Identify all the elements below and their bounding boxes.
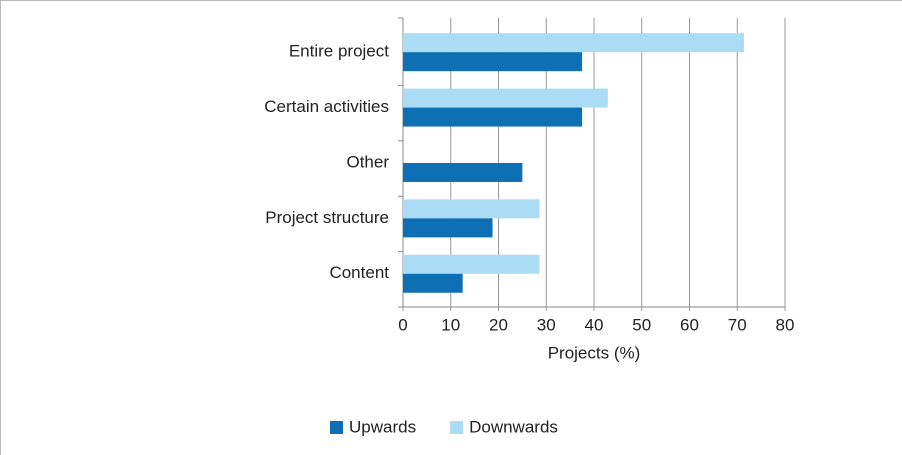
x-tick-label: 10 bbox=[441, 315, 460, 334]
y-tick-label: Project structure bbox=[265, 208, 389, 227]
legend-label: Upwards bbox=[349, 417, 416, 436]
bar bbox=[403, 218, 493, 238]
x-tick-label: 80 bbox=[776, 315, 795, 334]
bar bbox=[403, 33, 744, 53]
x-tick-label: 40 bbox=[585, 315, 604, 334]
x-tick-label: 0 bbox=[398, 315, 407, 334]
legend-swatch bbox=[450, 421, 464, 434]
y-tick-label: Entire project bbox=[289, 42, 389, 61]
bar bbox=[403, 199, 540, 219]
bar bbox=[403, 162, 523, 182]
x-tick-label: 60 bbox=[680, 315, 699, 334]
y-tick-label: Certain activities bbox=[264, 97, 389, 116]
bar bbox=[403, 273, 463, 293]
y-tick-label: Content bbox=[329, 263, 389, 282]
x-tick-label: 70 bbox=[728, 315, 747, 334]
x-axis-title: Projects (%) bbox=[548, 343, 641, 362]
bar bbox=[403, 88, 608, 108]
legend-swatch bbox=[330, 421, 343, 434]
bar bbox=[403, 107, 583, 127]
x-tick-label: 30 bbox=[537, 315, 556, 334]
legend-label: Downwards bbox=[469, 417, 558, 436]
bar bbox=[403, 254, 540, 274]
bar bbox=[403, 52, 583, 72]
y-tick-label: Other bbox=[346, 152, 389, 171]
x-tick-label: 20 bbox=[489, 315, 508, 334]
x-tick-label: 50 bbox=[632, 315, 651, 334]
